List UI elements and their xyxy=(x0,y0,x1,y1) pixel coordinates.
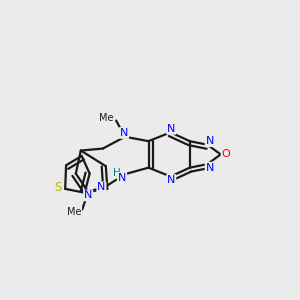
Text: N: N xyxy=(167,124,176,134)
Text: Me: Me xyxy=(99,113,113,123)
Text: N: N xyxy=(120,128,128,138)
Text: S: S xyxy=(54,181,61,194)
Text: N: N xyxy=(118,173,126,183)
Text: N: N xyxy=(97,182,106,192)
Text: N: N xyxy=(206,136,214,146)
Text: N: N xyxy=(206,163,214,173)
Text: Me: Me xyxy=(67,207,81,217)
Text: O: O xyxy=(222,149,230,159)
Text: N: N xyxy=(84,190,92,200)
Text: H: H xyxy=(113,168,121,178)
Text: N: N xyxy=(167,175,176,185)
